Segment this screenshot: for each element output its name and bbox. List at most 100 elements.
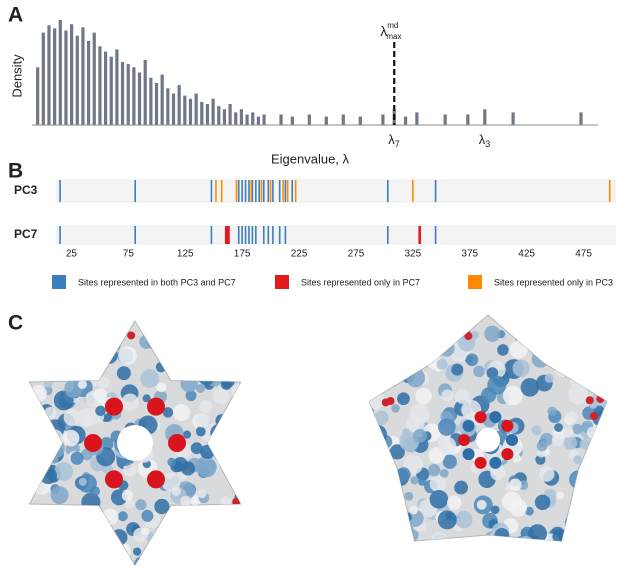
legend-swatch bbox=[52, 275, 66, 289]
density-bar bbox=[155, 83, 158, 125]
surface-patch bbox=[22, 479, 35, 492]
surface-patch bbox=[431, 532, 447, 548]
panel-label: B bbox=[8, 160, 23, 183]
site-mark bbox=[258, 180, 260, 202]
surface-patch bbox=[475, 411, 487, 423]
surface-patch bbox=[545, 374, 554, 383]
surface-patch bbox=[140, 369, 159, 388]
density-bar bbox=[76, 36, 79, 125]
density-bar bbox=[166, 88, 169, 125]
surface-patch bbox=[174, 351, 189, 366]
pore bbox=[117, 425, 153, 461]
surface-patch bbox=[592, 448, 609, 465]
surface-patch bbox=[196, 339, 213, 356]
surface-patch bbox=[410, 476, 418, 484]
surface-patch bbox=[214, 368, 222, 376]
site-mark bbox=[238, 180, 240, 202]
surface-patch bbox=[401, 512, 412, 523]
surface-patch bbox=[163, 550, 180, 567]
density-bar bbox=[291, 117, 294, 125]
surface-patch bbox=[474, 556, 483, 565]
surface-patch bbox=[364, 390, 384, 410]
surface-patch bbox=[108, 339, 120, 351]
surface-patch bbox=[380, 497, 394, 511]
surface-patch bbox=[466, 353, 479, 366]
surface-patch bbox=[360, 431, 372, 443]
surface-patch bbox=[199, 400, 212, 413]
x-tick-label: 125 bbox=[177, 249, 194, 260]
surface-patch bbox=[563, 357, 573, 367]
surface-patch bbox=[501, 448, 513, 460]
surface-patch bbox=[189, 329, 200, 340]
density-bar bbox=[42, 33, 45, 125]
surface-patch bbox=[223, 415, 240, 432]
surface-patch bbox=[464, 332, 472, 340]
density-bar bbox=[104, 52, 107, 126]
surface-patch bbox=[133, 547, 141, 555]
surface-patch bbox=[366, 433, 378, 445]
surface-patch bbox=[438, 510, 457, 529]
x-tick-label: 75 bbox=[123, 249, 135, 260]
surface-patch bbox=[164, 328, 172, 336]
surface-patch bbox=[78, 380, 87, 389]
surface-patch bbox=[22, 489, 32, 499]
surface-patch bbox=[122, 490, 133, 501]
surface-patch bbox=[14, 469, 23, 478]
surface-patch bbox=[213, 388, 229, 404]
surface-patch bbox=[426, 322, 443, 339]
surface-patch bbox=[138, 555, 149, 566]
surface-patch bbox=[173, 542, 187, 556]
surface-patch bbox=[565, 411, 577, 423]
surface-patch bbox=[582, 502, 597, 517]
surface-patch bbox=[492, 543, 507, 558]
surface-patch bbox=[520, 325, 537, 342]
site-strip bbox=[57, 180, 615, 202]
surface-patch bbox=[220, 496, 231, 507]
site-mark bbox=[412, 180, 414, 202]
legend-swatch bbox=[275, 275, 289, 289]
surface-patch bbox=[579, 370, 593, 384]
surface-patch bbox=[151, 322, 159, 330]
surface-patch bbox=[196, 427, 206, 437]
surface-patch bbox=[98, 328, 109, 339]
surface-patch bbox=[233, 404, 245, 416]
surface-patch bbox=[580, 470, 596, 486]
surface-patch bbox=[84, 341, 96, 353]
label-part: max bbox=[386, 32, 401, 41]
surface-patch bbox=[106, 552, 126, 572]
surface-patch bbox=[156, 382, 166, 392]
surface-patch bbox=[146, 557, 159, 570]
surface-patch bbox=[574, 487, 585, 498]
site-strip bbox=[57, 226, 615, 244]
x-tick-label: 425 bbox=[518, 249, 535, 260]
surface-patch bbox=[409, 506, 418, 515]
density-bar bbox=[234, 112, 237, 125]
surface-patch bbox=[243, 465, 251, 473]
surface-patch bbox=[8, 455, 17, 464]
surface-patch bbox=[95, 406, 106, 417]
surface-patch bbox=[386, 397, 394, 405]
surface-patch bbox=[381, 360, 399, 378]
surface-patch bbox=[16, 468, 30, 482]
surface-patch bbox=[554, 363, 568, 377]
x-tick-label: 225 bbox=[291, 249, 308, 260]
surface-patch bbox=[388, 355, 403, 370]
site-mark bbox=[59, 180, 61, 202]
density-bar bbox=[110, 57, 113, 125]
surface-patch bbox=[167, 527, 184, 544]
site-mark bbox=[418, 226, 421, 244]
site-mark bbox=[236, 180, 238, 202]
surface-patch bbox=[531, 425, 541, 435]
surface-patch bbox=[521, 378, 540, 397]
surface-patch bbox=[360, 435, 374, 449]
surface-patch bbox=[237, 468, 246, 477]
surface-patch bbox=[164, 333, 183, 352]
surface-patch bbox=[601, 426, 616, 441]
x-tick-label: 25 bbox=[66, 249, 78, 260]
density-bar bbox=[70, 24, 73, 125]
density-bar bbox=[308, 115, 311, 126]
site-mark bbox=[59, 226, 61, 244]
density-bar bbox=[53, 28, 56, 125]
surface-patch bbox=[198, 368, 215, 385]
site-mark bbox=[285, 180, 287, 202]
